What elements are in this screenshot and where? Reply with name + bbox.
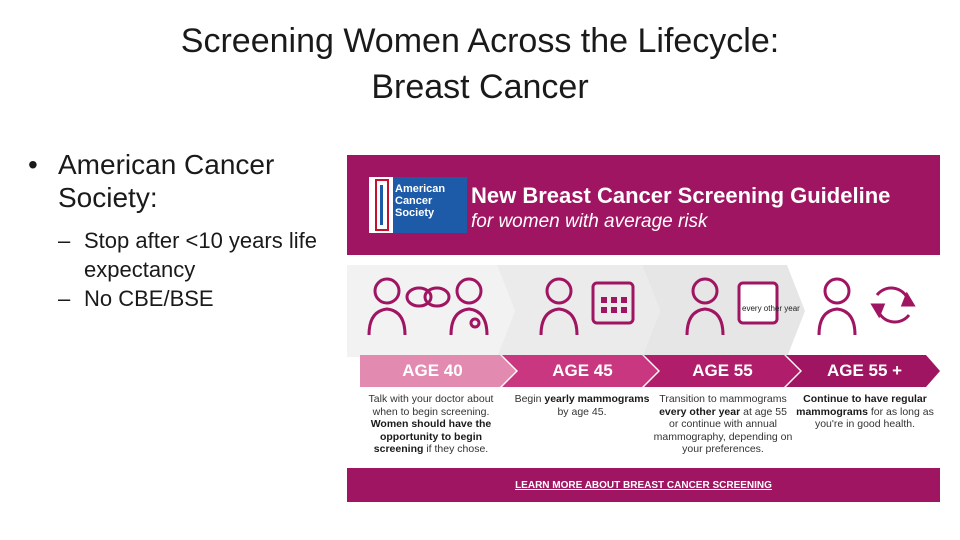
doctor-icon xyxy=(449,277,489,336)
caduceus-frame xyxy=(375,179,389,231)
age-label-40: AGE 40 xyxy=(402,361,463,380)
desc-text: Transition to mammograms xyxy=(659,393,787,405)
title-line-2: Breast Cancer xyxy=(371,68,589,106)
desc-bold: Women should have the opportunity to beg… xyxy=(370,418,492,455)
woman-icon-1 xyxy=(367,277,407,336)
description-age-55-plus: Continue to have regular mammograms for … xyxy=(795,393,935,431)
bullet-main: • American Cancer Society: xyxy=(28,148,338,214)
calendar-icon-2: every other year xyxy=(737,281,800,325)
logo-line: Society xyxy=(395,207,435,219)
bullet-main-text: American Cancer Society: xyxy=(58,149,275,213)
calendar-note: every other year xyxy=(742,304,800,313)
desc-text: Begin xyxy=(514,393,542,405)
logo-line: Cancer xyxy=(395,195,433,207)
age-label-45: AGE 45 xyxy=(552,361,613,380)
calendar-icon-1 xyxy=(591,281,635,325)
logo-line: American xyxy=(395,183,446,195)
desc-text: by age 45. xyxy=(557,405,607,418)
bullet-dot-icon: • xyxy=(28,149,38,180)
desc-text: Talk with your doctor about when to begi… xyxy=(368,393,494,418)
sub-bullet: – Stop after <10 years life expectancy xyxy=(58,226,338,284)
desc-text: if they chose. xyxy=(426,443,489,455)
age-segment-45 xyxy=(502,355,658,387)
sub-bullet-text: Stop after <10 years life expectancy xyxy=(84,228,317,282)
description-age-55: Transition to mammograms every other yea… xyxy=(653,393,793,456)
age-segment-55 xyxy=(644,355,800,387)
bullet-list: • American Cancer Society: – Stop after … xyxy=(28,148,338,313)
age-label-55: AGE 55 xyxy=(692,361,753,380)
logo-text: American Cancer Society xyxy=(395,183,445,219)
age-timeline-shapes xyxy=(360,355,940,387)
icon-row-graphics: every other year xyxy=(347,265,916,357)
stage-shade xyxy=(497,265,660,357)
dash-icon: – xyxy=(58,286,71,311)
title-line-1: Screening Women Across the Lifecycle: xyxy=(180,22,780,60)
dash-icon: – xyxy=(58,228,71,253)
stage-shade xyxy=(347,265,515,357)
infographic-subtitle: for women with average risk xyxy=(471,211,708,232)
desc-text: for as long as you're in good health. xyxy=(814,405,934,431)
sub-bullet-text: No CBE/BSE xyxy=(84,286,214,311)
slide-title: Screening Women Across the Lifecycle: Br… xyxy=(0,18,960,110)
desc-bold: every other year xyxy=(659,405,741,418)
caduceus-icon xyxy=(380,185,383,225)
acs-logo: American Cancer Society xyxy=(369,177,467,233)
infographic-title: New Breast Cancer Screening Guideline xyxy=(471,183,891,208)
age-segment-55-plus xyxy=(786,355,940,387)
screening-infographic: American Cancer Society New Breast Cance… xyxy=(347,155,940,502)
desc-bold: yearly mammograms xyxy=(544,393,650,405)
age-label-55-plus: AGE 55 + xyxy=(826,361,903,380)
speech-bubbles-icon xyxy=(405,286,451,308)
age-segment-40 xyxy=(360,355,516,387)
repeat-arrows-icon xyxy=(870,286,916,324)
desc-text: at age 55 or continue with annual mammog… xyxy=(653,405,793,456)
woman-icon-4 xyxy=(817,277,857,336)
icon-row: every other year xyxy=(347,265,940,357)
infographic-banner: American Cancer Society New Breast Cance… xyxy=(347,155,940,255)
desc-bold: Continue to have regular mammograms xyxy=(796,393,927,418)
learn-more-link[interactable]: LEARN MORE ABOUT BREAST CANCER SCREENING xyxy=(347,468,940,502)
woman-icon-2 xyxy=(539,277,579,336)
description-age-45: Begin yearly mammograms by age 45. xyxy=(512,393,652,418)
description-age-40: Talk with your doctor about when to begi… xyxy=(361,393,501,456)
logo-panel xyxy=(393,177,467,233)
sub-bullet: – No CBE/BSE xyxy=(58,284,338,313)
age-timeline: AGE 40 AGE 45 AGE 55 AGE 55 + xyxy=(360,355,940,387)
woman-icon-3 xyxy=(685,277,725,336)
